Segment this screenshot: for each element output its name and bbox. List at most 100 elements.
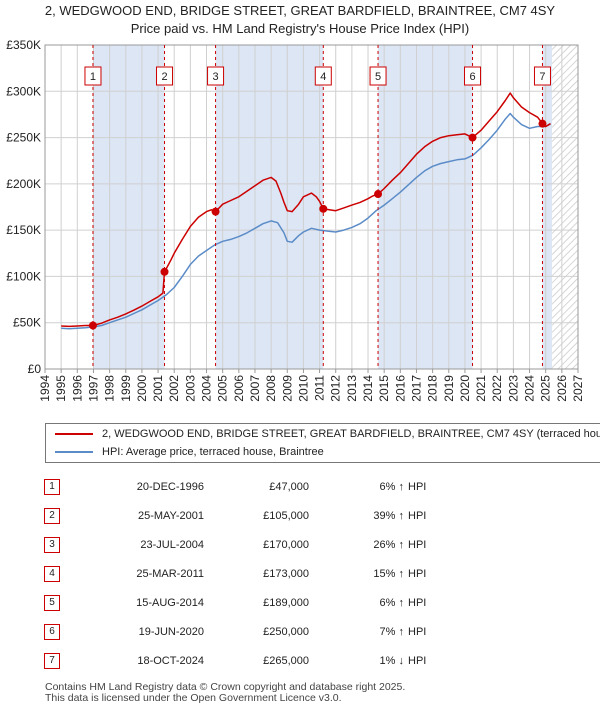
x-tick-label: 2008 [264, 375, 278, 402]
shaded-period [542, 45, 553, 369]
sale-point [88, 321, 97, 330]
sale-marker-box [533, 66, 551, 86]
sale-marker-number: 1 [90, 71, 96, 83]
sale-number-badge: 5 [44, 594, 60, 611]
x-tick-label: 2009 [280, 375, 294, 402]
x-tick-label: 2014 [361, 375, 375, 402]
sale-marker-box [369, 66, 387, 86]
footer-licence: This data is licensed under the Open Gov… [45, 692, 342, 704]
sale-marker-box [156, 66, 174, 86]
legend-label-hpi: HPI: Average price, terraced house, Brai… [102, 446, 324, 458]
sale-date: 15-AUG-2014 [136, 596, 204, 609]
sale-number-badge: 3 [44, 536, 60, 553]
legend-item-property: 2, WEDGWOOD END, BRIDGE STREET, GREAT BA… [46, 425, 600, 443]
hpi-line [61, 112, 551, 330]
plot-frame [44, 44, 579, 370]
x-tick-label: 2025 [539, 375, 553, 402]
x-tick-label: 1994 [38, 375, 52, 402]
sale-number-badge: 1 [44, 478, 60, 495]
sale-date: 25-MAR-2011 [136, 567, 204, 580]
sale-price: £105,000 [263, 509, 309, 522]
shaded-period [378, 45, 473, 369]
sale-price: £189,000 [263, 596, 309, 609]
x-tick-label: 2006 [232, 375, 246, 402]
x-tick-label: 1996 [70, 375, 84, 402]
sale-marker-box [207, 66, 225, 86]
sale-price: £265,000 [263, 654, 309, 667]
sale-date: 25-MAY-2001 [137, 509, 204, 522]
x-tick-label: 2005 [216, 375, 230, 402]
y-tick-label: £300K [6, 84, 41, 98]
sale-price: £173,000 [263, 567, 309, 580]
table-row: 2 25-MAY-2001 £105,000 39% ↑ HPI [44, 501, 438, 530]
x-tick-label: 2022 [490, 375, 504, 402]
x-tick-label: 2003 [183, 375, 197, 402]
x-tick-label: 2011 [313, 375, 327, 401]
x-tick-label: 2015 [377, 375, 391, 402]
legend-item-hpi: HPI: Average price, terraced house, Brai… [46, 443, 324, 461]
table-row: 3 23-JUL-2004 £170,000 26% ↑ HPI [44, 530, 438, 559]
sale-hpi-diff: 39% ↑ [373, 509, 404, 522]
x-tick-label: 2004 [200, 375, 214, 402]
sale-hpi-label: HPI [408, 567, 427, 580]
sale-number-badge: 2 [44, 507, 60, 524]
legend-swatch-hpi [55, 451, 93, 453]
y-tick-label: £0 [28, 362, 42, 376]
sale-hpi-label: HPI [408, 625, 427, 638]
x-tick-label: 2001 [151, 375, 165, 402]
sale-marker-number: 4 [320, 71, 326, 83]
x-tick-label: 2024 [523, 375, 537, 402]
table-row: 1 20-DEC-1996 £47,000 6% ↑ HPI [44, 472, 438, 501]
transactions-table: 1 20-DEC-1996 £47,000 6% ↑ HPI 2 25-MAY-… [44, 472, 438, 675]
x-tick-label: 2027 [571, 375, 585, 402]
sale-date: 23-JUL-2004 [140, 538, 204, 551]
sale-price: £250,000 [263, 625, 309, 638]
legend-label-property: 2, WEDGWOOD END, BRIDGE STREET, GREAT BA… [102, 428, 600, 440]
x-tick-label: 1999 [119, 375, 133, 402]
x-tick-label: 2020 [458, 375, 472, 402]
sale-date: 19-JUN-2020 [138, 625, 204, 638]
sale-marker-number: 2 [161, 71, 167, 83]
sale-hpi-diff: 15% ↑ [373, 567, 404, 580]
y-tick-label: £100K [6, 269, 41, 283]
sale-marker-box [314, 66, 332, 86]
sale-price: £47,000 [269, 480, 309, 493]
sale-hpi-diff: 6% ↑ [379, 596, 404, 609]
sale-date: 20-DEC-1996 [136, 480, 204, 493]
table-row: 6 19-JUN-2020 £250,000 7% ↑ HPI [44, 617, 438, 646]
sale-hpi-label: HPI [408, 538, 427, 551]
sale-marker-number: 7 [539, 71, 545, 83]
chart-title: 2, WEDGWOOD END, BRIDGE STREET, GREAT BA… [44, 3, 556, 18]
price-chart: £0 £50K £100K £150K £200K £250K £300K £350K 1994… [6, 38, 585, 402]
sale-hpi-label: HPI [408, 480, 427, 493]
sale-point [374, 190, 383, 199]
y-tick-label: £50K [13, 316, 41, 330]
sale-number-badge: 6 [44, 623, 60, 640]
sale-hpi-diff: 1% ↓ [379, 654, 404, 667]
y-tick-label: £200K [6, 177, 41, 191]
sale-hpi-diff: 6% ↑ [379, 480, 404, 493]
sale-marker-box [464, 66, 482, 86]
sale-marker-number: 6 [469, 71, 475, 83]
sale-marker-number: 5 [375, 71, 381, 83]
x-tick-label: 2023 [506, 375, 520, 402]
sale-hpi-label: HPI [408, 596, 427, 609]
legend-swatch-property [55, 433, 93, 435]
footer: Contains HM Land Registry data © Crown c… [45, 682, 405, 704]
x-tick-label: 2016 [393, 375, 407, 402]
sale-number-badge: 4 [44, 565, 60, 582]
y-tick-label: £150K [6, 223, 41, 237]
future-hatch [552, 45, 578, 369]
footer-copyright: Contains HM Land Registry data © Crown c… [45, 681, 406, 693]
sale-point [211, 207, 220, 216]
sale-point [468, 133, 477, 142]
sale-marker-box [84, 66, 102, 86]
x-tick-label: 2012 [329, 375, 343, 402]
x-tick-label: 2017 [409, 375, 423, 402]
x-tick-label: 2007 [248, 375, 262, 402]
sale-price: £170,000 [263, 538, 309, 551]
table-row: 5 15-AUG-2014 £189,000 6% ↑ HPI [44, 588, 438, 617]
sale-hpi-label: HPI [408, 509, 427, 522]
x-tick-label: 2000 [135, 375, 149, 402]
sale-point [538, 119, 547, 128]
